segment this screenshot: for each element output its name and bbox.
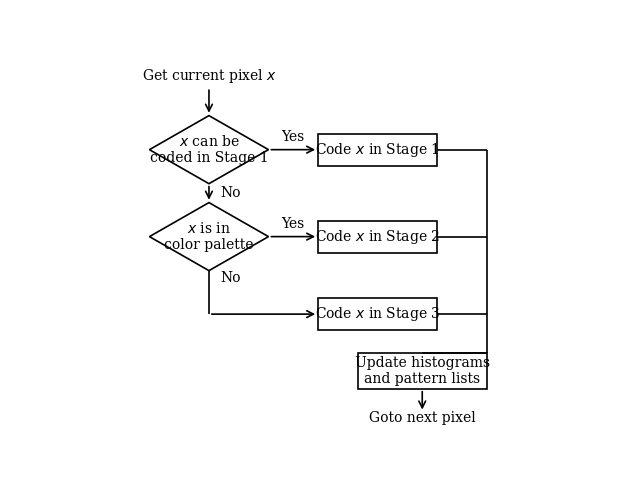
Text: Yes: Yes [282, 218, 305, 231]
Text: Get current pixel $x$: Get current pixel $x$ [141, 67, 276, 85]
Bar [318, 134, 437, 166]
Text: No: No [220, 186, 241, 200]
Bar [318, 298, 437, 330]
Text: Goto next pixel: Goto next pixel [369, 411, 476, 425]
Text: No: No [220, 271, 241, 285]
Text: $x$ is in
color palette: $x$ is in color palette [164, 221, 253, 252]
Text: $x$ can be
coded in Stage 1: $x$ can be coded in Stage 1 [150, 134, 268, 165]
Text: Code $x$ in Stage 1: Code $x$ in Stage 1 [316, 140, 440, 159]
Text: Code $x$ in Stage 2: Code $x$ in Stage 2 [315, 228, 440, 246]
Bar [358, 353, 487, 389]
Text: Code $x$ in Stage 3: Code $x$ in Stage 3 [315, 305, 440, 323]
Text: Update histograms
and pattern lists: Update histograms and pattern lists [355, 355, 490, 386]
Bar [318, 220, 437, 253]
Text: Yes: Yes [282, 131, 305, 144]
